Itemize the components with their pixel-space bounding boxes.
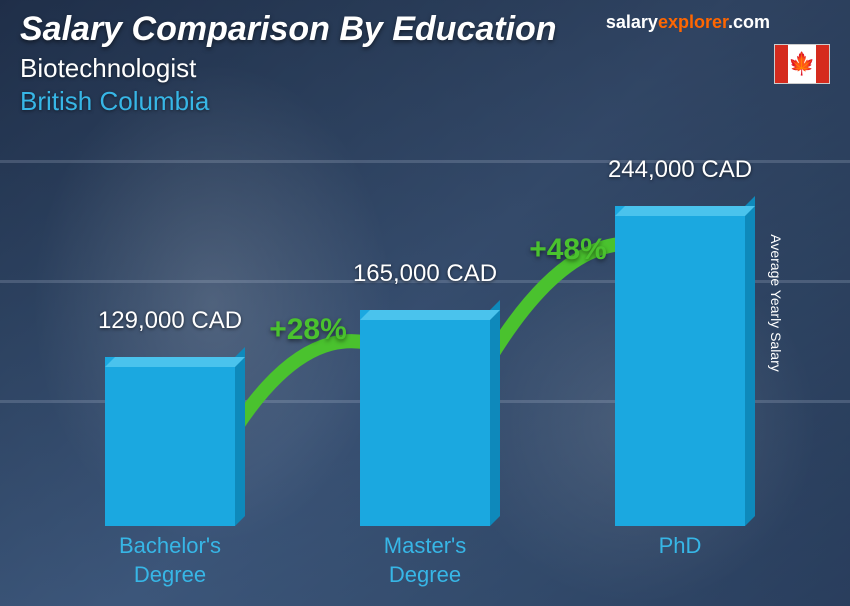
- chart-location: British Columbia: [20, 86, 830, 117]
- increase-percentage-label: +48%: [529, 233, 607, 267]
- bar-value: 129,000 CAD: [60, 307, 280, 335]
- bar-group: 244,000 CADPhD: [615, 206, 745, 526]
- increase-percentage-label: +28%: [269, 313, 347, 347]
- flag-stripe-right: [816, 45, 829, 83]
- bar-value: 165,000 CAD: [315, 260, 535, 288]
- bar-category-label: Master'sDegree: [325, 532, 525, 589]
- country-flag: 🍁: [774, 44, 830, 84]
- bar-front: [615, 206, 745, 526]
- brand-logo: salaryexplorer.com: [606, 12, 770, 33]
- bar: [615, 206, 745, 526]
- bar-group: 129,000 CADBachelor'sDegree: [105, 357, 235, 526]
- flag-stripe-left: [775, 45, 788, 83]
- bar-front: [360, 310, 490, 526]
- bar-category-label: Bachelor'sDegree: [70, 532, 270, 589]
- bar-top: [105, 357, 245, 367]
- bar-category-label: PhD: [580, 532, 780, 561]
- bar: [360, 310, 490, 526]
- flag-maple-leaf-icon: 🍁: [788, 45, 815, 83]
- brand-part-com: .com: [728, 12, 770, 32]
- bar-front: [105, 357, 235, 526]
- bar-group: 165,000 CADMaster'sDegree: [360, 310, 490, 526]
- bar-side: [745, 196, 755, 526]
- bar-top: [615, 206, 755, 216]
- brand-part-salary: salary: [606, 12, 658, 32]
- bar-side: [235, 347, 245, 526]
- bar-side: [490, 300, 500, 526]
- bar: [105, 357, 235, 526]
- bar-top: [360, 310, 500, 320]
- chart-subtitle: Biotechnologist: [20, 53, 830, 84]
- bar-value: 244,000 CAD: [570, 156, 790, 184]
- brand-part-explorer: explorer: [658, 12, 728, 32]
- bar-chart: 129,000 CADBachelor'sDegree 165,000 CADMa…: [50, 140, 800, 576]
